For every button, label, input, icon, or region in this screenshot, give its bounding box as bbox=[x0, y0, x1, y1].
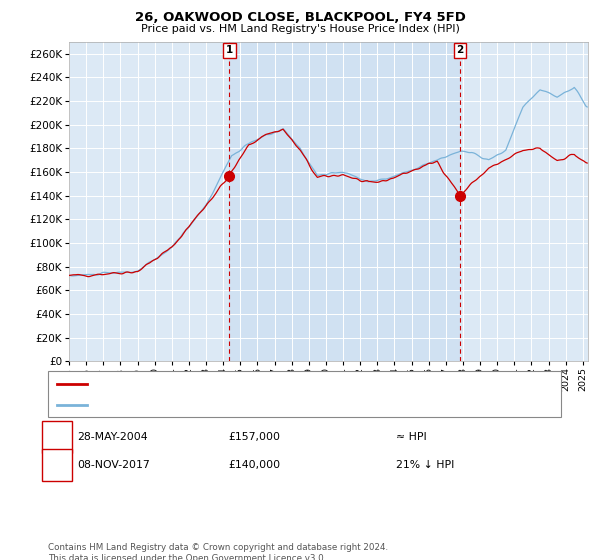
Text: 2: 2 bbox=[53, 460, 61, 470]
Text: ≈ HPI: ≈ HPI bbox=[396, 432, 427, 442]
Text: 08-NOV-2017: 08-NOV-2017 bbox=[77, 460, 149, 470]
Text: Price paid vs. HM Land Registry's House Price Index (HPI): Price paid vs. HM Land Registry's House … bbox=[140, 24, 460, 34]
Text: £140,000: £140,000 bbox=[228, 460, 280, 470]
Text: Contains HM Land Registry data © Crown copyright and database right 2024.
This d: Contains HM Land Registry data © Crown c… bbox=[48, 543, 388, 560]
Text: £157,000: £157,000 bbox=[228, 432, 280, 442]
Text: 28-MAY-2004: 28-MAY-2004 bbox=[77, 432, 148, 442]
Text: 21% ↓ HPI: 21% ↓ HPI bbox=[396, 460, 454, 470]
Text: HPI: Average price, detached house, Blackpool: HPI: Average price, detached house, Blac… bbox=[93, 400, 326, 410]
Bar bbox=[229, 42, 460, 361]
Text: 26, OAKWOOD CLOSE, BLACKPOOL, FY4 5FD: 26, OAKWOOD CLOSE, BLACKPOOL, FY4 5FD bbox=[134, 11, 466, 24]
Text: 2: 2 bbox=[457, 45, 464, 55]
Text: 1: 1 bbox=[53, 432, 61, 442]
Text: 1: 1 bbox=[226, 45, 233, 55]
Text: 26, OAKWOOD CLOSE, BLACKPOOL, FY4 5FD (detached house): 26, OAKWOOD CLOSE, BLACKPOOL, FY4 5FD (d… bbox=[93, 379, 406, 389]
